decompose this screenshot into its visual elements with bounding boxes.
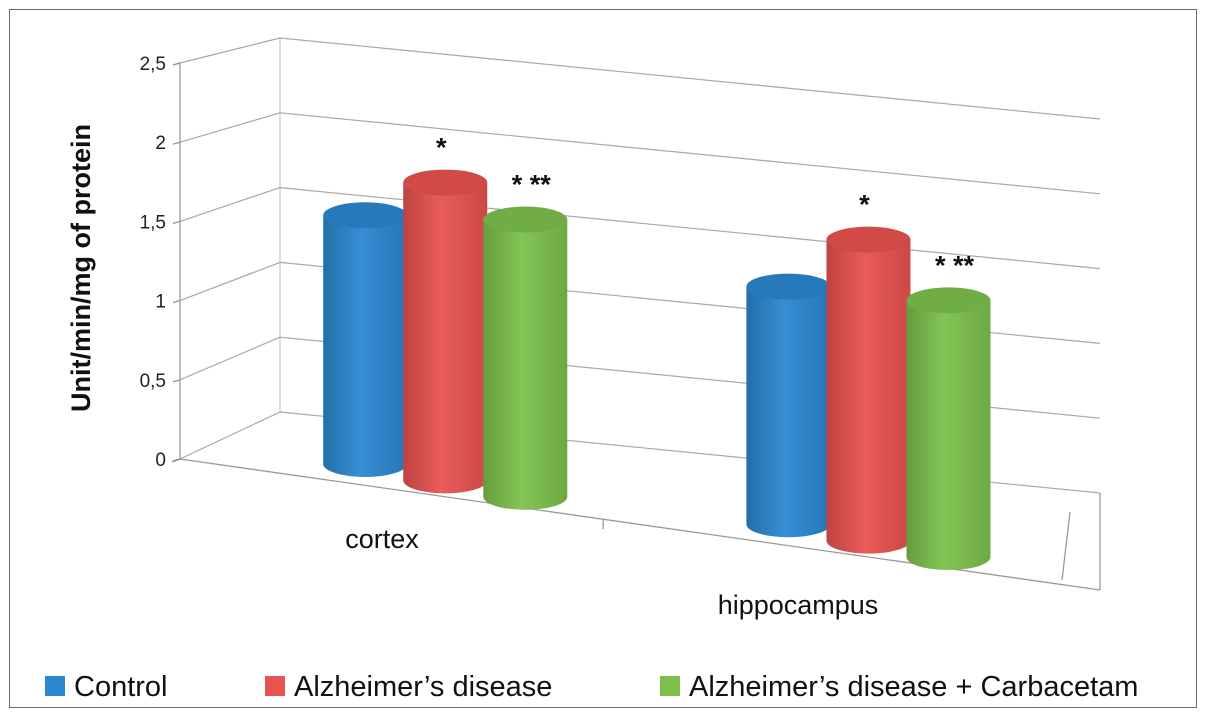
gridline-side: [179, 112, 281, 143]
significance-annotation: *: [436, 133, 447, 163]
legend-entry: Alzheimer’s disease: [294, 671, 552, 703]
legend-swatch: [660, 676, 680, 696]
significance-annotation: *: [859, 190, 870, 220]
y-tick-label: 2,5: [140, 54, 166, 75]
gridline-side: [179, 411, 281, 460]
bar-top-Alzheimer’s disease + Carbacetam-cortex: [483, 206, 568, 233]
legend-entry: Control: [74, 671, 168, 703]
bar-Alzheimer’s disease-cortex: [403, 182, 488, 494]
gridline-back: [279, 37, 1101, 120]
y-tick-label: 1,5: [140, 212, 166, 233]
bars: [323, 169, 991, 571]
y-tick-label: 0,5: [140, 371, 166, 392]
legend-entry: Alzheimer’s disease + Carbacetam: [689, 671, 1138, 703]
y-axis-label: Unit/min/mg of protein: [66, 124, 96, 412]
annotations: * * ** * * **: [436, 133, 974, 281]
bar-top-Alzheimer’s disease-cortex: [403, 169, 488, 196]
y-tick-mark: [172, 379, 181, 383]
bar-top-Alzheimer’s disease-hippocampus: [826, 226, 911, 253]
bar-top-Control-cortex: [323, 202, 408, 229]
bar-Alzheimer’s disease-hippocampus: [826, 239, 911, 554]
bar-Control-hippocampus: [746, 286, 831, 538]
bar-Alzheimer’s disease + Carbacetam-hippocampus: [906, 300, 991, 571]
gridline-side: [179, 37, 281, 64]
bar-top-Control-hippocampus: [746, 273, 831, 300]
bar-Control-cortex: [323, 215, 408, 477]
chart-frame: 0 0,5 1 1,5 2 2,5 * * ** * * ** cortex hippocampu…: [9, 9, 1197, 708]
y-tick-label: 1: [155, 292, 166, 313]
significance-annotation: * **: [935, 250, 975, 280]
y-tick-mark: [172, 141, 181, 145]
y-tick-mark: [172, 220, 181, 224]
significance-annotation: * **: [512, 170, 552, 200]
gridline-side: [179, 261, 281, 302]
chart: 0 0,5 1 1,5 2 2,5 * * ** * * ** cortex hippocampu…: [45, 37, 1138, 703]
legend-swatch: [265, 676, 285, 696]
bar-Alzheimer’s disease + Carbacetam-cortex: [483, 219, 568, 510]
gridline-side: [179, 187, 281, 222]
y-axis-ticks: 0 0,5 1 1,5 2 2,5: [140, 54, 181, 471]
y-tick-mark: [172, 458, 181, 462]
legend: Control Alzheimer’s disease Alzheimer’s di…: [45, 671, 1138, 703]
category-label: cortex: [345, 524, 419, 554]
gridline-side: [179, 336, 281, 381]
legend-swatch: [45, 676, 65, 696]
y-tick-mark: [172, 62, 181, 66]
y-tick-label: 0: [155, 450, 166, 471]
category-labels: cortex hippocampus: [345, 524, 878, 620]
floor-corner-edge: [1061, 511, 1071, 581]
gridline-back: [279, 112, 1101, 195]
y-tick-mark: [172, 300, 181, 304]
category-label: hippocampus: [718, 590, 879, 620]
bar-top-Alzheimer’s disease + Carbacetam-hippocampus: [906, 287, 991, 314]
y-tick-label: 2: [155, 133, 166, 154]
